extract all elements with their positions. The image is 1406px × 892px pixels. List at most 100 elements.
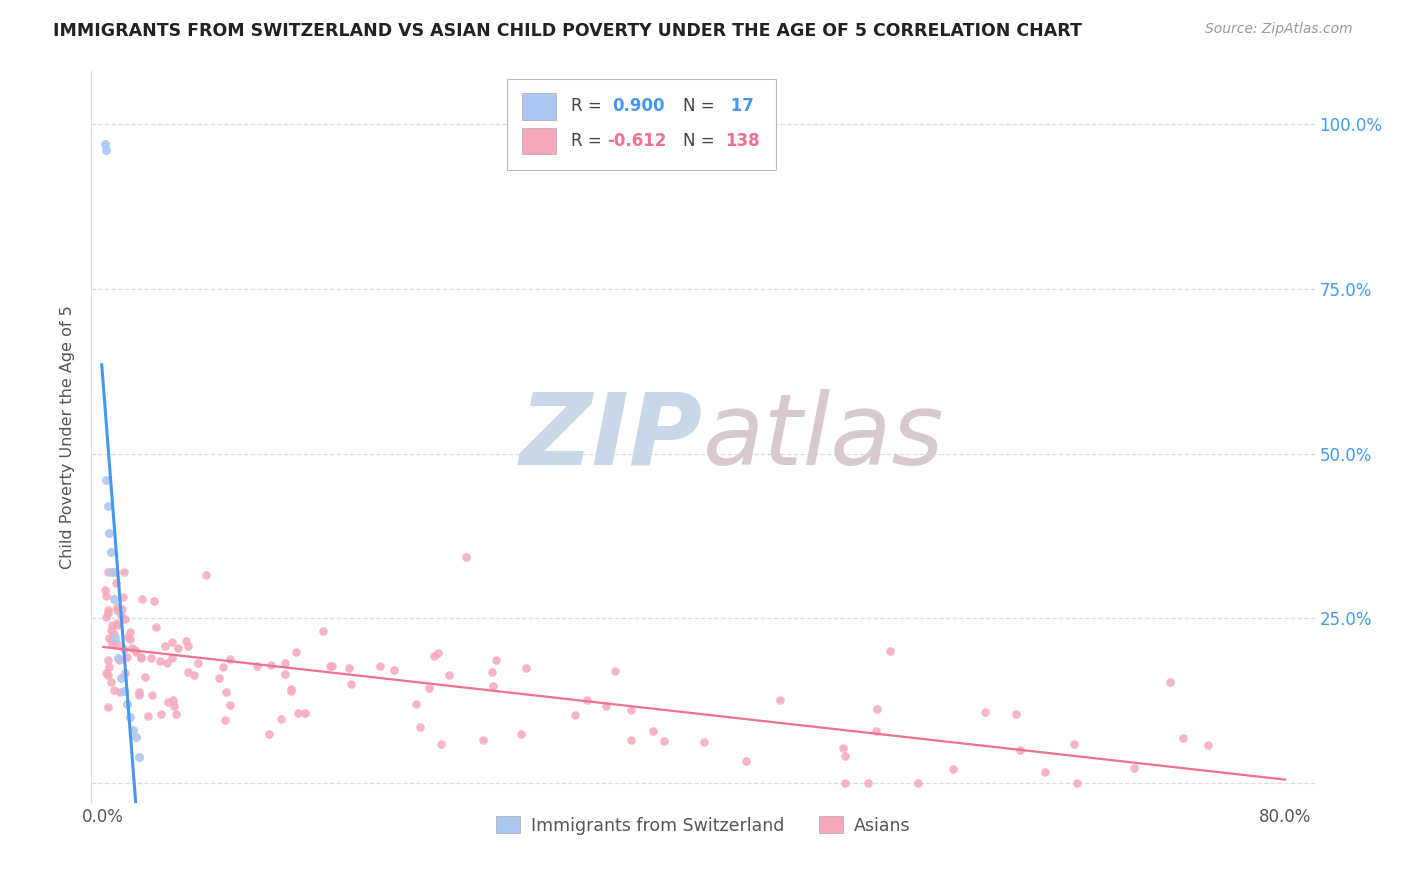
Point xyxy=(97,659,120,673)
Point xyxy=(136,709,159,723)
Point xyxy=(149,707,172,722)
Point xyxy=(214,714,236,728)
Point xyxy=(866,702,889,716)
Point xyxy=(183,668,205,682)
Point xyxy=(176,633,198,648)
Point xyxy=(907,776,929,790)
Point xyxy=(408,720,430,734)
Point xyxy=(104,575,127,590)
Point xyxy=(287,706,309,720)
Point xyxy=(94,136,117,151)
Point xyxy=(142,594,165,608)
Text: 0.900: 0.900 xyxy=(613,97,665,115)
Point xyxy=(576,692,599,706)
Point xyxy=(643,724,665,739)
Point xyxy=(595,699,617,714)
Point xyxy=(112,565,135,579)
Point xyxy=(1122,762,1144,776)
Point xyxy=(111,590,134,604)
Point xyxy=(97,603,120,617)
Point xyxy=(107,650,129,665)
Point xyxy=(471,732,494,747)
Point xyxy=(108,653,131,667)
Point xyxy=(481,665,503,679)
Point xyxy=(605,664,627,678)
Point xyxy=(101,565,124,579)
Point xyxy=(165,706,187,721)
Point xyxy=(104,565,127,579)
Point xyxy=(101,636,124,650)
Point xyxy=(257,727,280,741)
Point xyxy=(101,618,124,632)
Point xyxy=(94,589,117,603)
Point xyxy=(163,699,186,714)
Point xyxy=(1197,738,1219,752)
Point xyxy=(564,708,586,723)
Point xyxy=(858,776,880,790)
Text: -0.612: -0.612 xyxy=(607,132,666,150)
Point xyxy=(215,684,238,698)
Point xyxy=(149,654,172,668)
Point xyxy=(117,630,139,644)
Point xyxy=(97,699,120,714)
Point xyxy=(270,712,292,726)
Point xyxy=(110,607,132,622)
Point xyxy=(115,697,138,711)
Point xyxy=(619,703,641,717)
Point xyxy=(942,762,965,776)
Point xyxy=(405,697,427,711)
Point xyxy=(384,663,406,677)
Text: atlas: atlas xyxy=(703,389,945,485)
Point xyxy=(1005,707,1028,722)
Point xyxy=(105,603,128,617)
Text: 17: 17 xyxy=(725,97,754,115)
Point xyxy=(114,665,136,680)
Point xyxy=(321,659,343,673)
Point xyxy=(103,591,125,606)
Point xyxy=(485,653,508,667)
Point xyxy=(340,677,363,691)
Point xyxy=(103,626,125,640)
Point xyxy=(98,525,121,540)
Point xyxy=(834,749,856,764)
Point xyxy=(120,632,142,646)
FancyBboxPatch shape xyxy=(508,78,776,170)
FancyBboxPatch shape xyxy=(522,128,557,154)
Point xyxy=(187,656,209,670)
Point xyxy=(155,639,177,653)
Point xyxy=(104,631,127,645)
Point xyxy=(319,659,342,673)
Point xyxy=(1066,776,1088,790)
Point xyxy=(429,738,451,752)
Point xyxy=(423,648,446,663)
Text: 138: 138 xyxy=(725,132,759,150)
Y-axis label: Child Poverty Under the Age of 5: Child Poverty Under the Age of 5 xyxy=(59,305,75,569)
Point xyxy=(128,685,150,699)
Point xyxy=(94,144,117,158)
Text: R =: R = xyxy=(571,132,607,150)
Text: IMMIGRANTS FROM SWITZERLAND VS ASIAN CHILD POVERTY UNDER THE AGE OF 5 CORRELATIO: IMMIGRANTS FROM SWITZERLAND VS ASIAN CHI… xyxy=(53,22,1083,40)
Point xyxy=(100,633,122,648)
Point xyxy=(97,668,120,682)
Point xyxy=(162,651,184,665)
Point xyxy=(108,685,131,699)
Point xyxy=(167,641,190,656)
Text: ZIP: ZIP xyxy=(520,389,703,485)
Point xyxy=(129,651,152,665)
Point xyxy=(105,599,128,614)
Point xyxy=(652,734,675,748)
Legend: Immigrants from Switzerland, Asians: Immigrants from Switzerland, Asians xyxy=(489,810,917,842)
Point xyxy=(139,651,162,665)
Point xyxy=(454,550,477,565)
Point xyxy=(260,658,283,673)
Point xyxy=(128,749,150,764)
Point xyxy=(973,705,995,719)
Point xyxy=(112,642,135,657)
Point xyxy=(1159,674,1181,689)
Point xyxy=(1033,765,1056,780)
Point xyxy=(219,651,242,665)
Point xyxy=(97,653,120,667)
Point xyxy=(437,668,460,682)
Point xyxy=(246,658,269,673)
Point xyxy=(115,650,138,665)
